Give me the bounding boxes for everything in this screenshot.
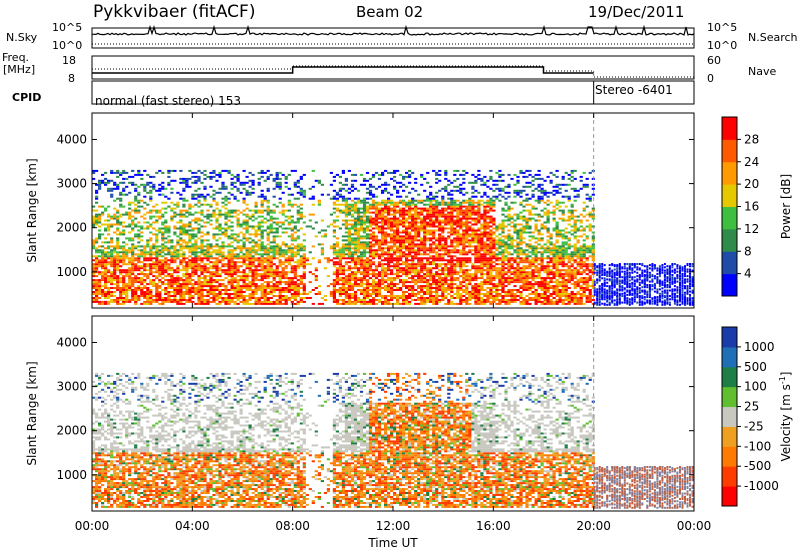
power-colorbar-cell [722, 117, 737, 140]
nsky-label: N.Sky [6, 31, 38, 44]
velocity-colorbar-cell [722, 327, 737, 348]
xtick-label: 16:00 [476, 519, 511, 533]
velocity-colorbar-cell [722, 366, 737, 388]
velocity-ytick-label: 3000 [56, 380, 87, 394]
power-panel-data [92, 169, 694, 306]
velocity-ytick-label: 1000 [56, 468, 87, 482]
velocity-ytick-label: 2000 [56, 424, 87, 438]
xtick-label: 04:00 [175, 519, 210, 533]
power-colorbar-tick-label: 16 [744, 200, 759, 214]
xtick-label: 12:00 [376, 519, 411, 533]
power-ytick-label: 4000 [56, 132, 87, 146]
power-colorbar-cell [722, 273, 737, 297]
date-title: 19/Dec/2011 [588, 3, 685, 21]
xtick-label: 00:00 [677, 519, 712, 533]
power-ylabel: Slant Range [km] [25, 158, 39, 262]
velocity-colorbar-cell [722, 426, 737, 447]
power-colorbar-tick-label: 8 [744, 244, 752, 258]
velocity-panel-data [92, 372, 694, 509]
velocity-colorbar-cell [722, 446, 737, 467]
freq-tick-top: 18 [62, 54, 76, 67]
velocity-colorbar-tick-label: -1000 [744, 479, 779, 493]
freq-label: Freq. [2, 51, 30, 64]
nave-label: Nave [748, 65, 777, 78]
xtick-label: 08:00 [275, 519, 310, 533]
power-colorbar-cell [722, 139, 737, 163]
power-colorbar-tick-label: 24 [744, 155, 759, 169]
freq-unit-label: [MHz] [3, 63, 36, 76]
velocity-colorbar-cell [722, 386, 737, 408]
nsky-tick-top: 10^5 [52, 21, 83, 34]
nsearch-tick-bottom: 10^0 [707, 39, 738, 52]
velocity-colorbar-tick-label: 1000 [744, 340, 775, 354]
velocity-colorbar-tick-label: -25 [744, 419, 764, 433]
velocity-colorbar-label: Velocity [m s-1] [778, 372, 793, 462]
power-colorbar-label: Power [dB] [779, 174, 793, 239]
velocity-ylabel: Slant Range [km] [25, 361, 39, 465]
power-ytick-label: 2000 [56, 221, 87, 235]
power-ytick-label: 3000 [56, 177, 87, 191]
freq-line [92, 66, 594, 74]
nave-line [92, 65, 694, 78]
power-colorbar-cell [722, 206, 737, 230]
strip-frame [91, 55, 695, 80]
nsky-line [92, 24, 695, 36]
freq-tick-bottom: 8 [68, 72, 75, 85]
power-colorbar-cell [722, 161, 737, 185]
velocity-colorbar-cell [722, 406, 737, 427]
cpid-label: CPID [12, 91, 42, 104]
power-colorbar-cell [722, 228, 737, 252]
nave-tick-bottom: 0 [707, 72, 714, 85]
strip-frame [91, 80, 695, 105]
nsky-tick-bottom: 10^0 [52, 39, 83, 52]
power-ytick-label: 1000 [56, 265, 87, 279]
strip-frame [91, 27, 695, 49]
nsearch-tick-top: 10^5 [707, 21, 738, 34]
xtick-label: 20:00 [576, 519, 611, 533]
velocity-colorbar-cell [722, 466, 737, 487]
radar-name-title: Pykkvibaer (fitACF) [93, 2, 256, 22]
power-colorbar-cell [722, 184, 737, 207]
velocity-colorbar-tick-label: -100 [744, 439, 771, 453]
velocity-colorbar-frame [721, 326, 738, 507]
velocity-colorbar-tick-label: 500 [744, 360, 767, 374]
velocity-ytick-label: 4000 [56, 335, 87, 349]
power-colorbar-tick-label: 4 [744, 267, 752, 281]
power-colorbar-tick-label: 28 [744, 132, 759, 146]
velocity-colorbar-tick-label: 25 [744, 400, 759, 414]
nave-tick-top: 60 [707, 54, 721, 67]
velocity-colorbar-tick-label: -500 [744, 459, 771, 473]
velocity-colorbar-tick-label: 100 [744, 380, 767, 394]
power-colorbar-tick-label: 20 [744, 177, 759, 191]
nsearch-label: N.Search [748, 31, 798, 44]
xaxis-label: Time UT [367, 536, 418, 550]
velocity-colorbar-cell [722, 346, 737, 368]
beam-title: Beam 02 [356, 3, 424, 21]
power-colorbar-tick-label: 12 [744, 222, 759, 236]
velocity-colorbar-cell [722, 486, 737, 507]
xtick-label: 00:00 [75, 519, 110, 533]
power-colorbar-cell [722, 251, 737, 275]
cpid-mode-stereo: Stereo -6401 [595, 83, 673, 97]
